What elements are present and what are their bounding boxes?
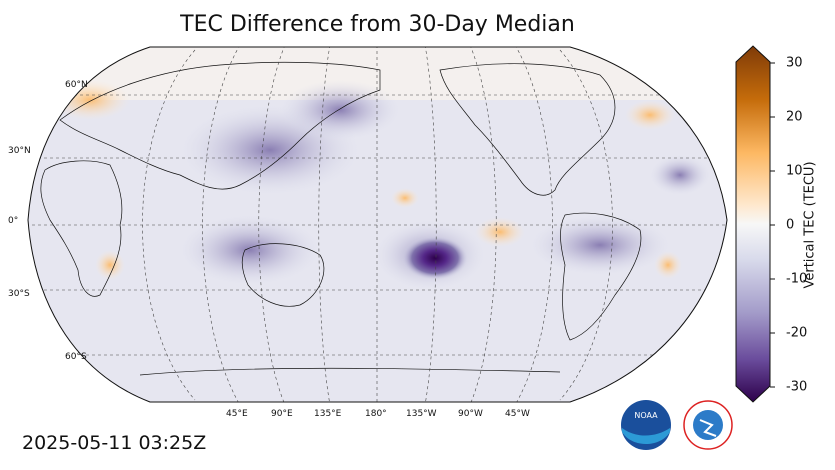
colorbar-tick-label: -10 [786, 271, 808, 287]
map-border [27, 46, 728, 403]
timestamp: 2025-05-11 03:25Z [22, 432, 207, 454]
noaa-logo: NOAA [621, 400, 671, 450]
colorbar-tick-label: 0 [786, 217, 795, 233]
colorbar-tick-label: -30 [786, 379, 808, 395]
noaa-logo-text: NOAA [634, 411, 658, 420]
coastlines [40, 61, 642, 376]
tec-field [28, 47, 727, 402]
colorbar-tick-label: 30 [786, 55, 803, 71]
colorbar [735, 45, 775, 403]
colorbar-tick-label: 10 [786, 163, 803, 179]
lon-label-45e: 45°E [226, 409, 248, 419]
lon-label-135w: 135°W [406, 409, 437, 419]
colorbar-body [735, 45, 771, 403]
lon-label-90w: 90°W [458, 409, 483, 419]
colorbar-tick-label: 20 [786, 109, 803, 125]
lat-label-60n: 60°N [65, 80, 88, 90]
colorbar-ticks [770, 62, 775, 388]
lon-label-180: 180° [365, 409, 387, 419]
lat-label-30s: 30°S [8, 289, 30, 299]
lat-label-0: 0° [8, 216, 19, 226]
colorbar-label: Vertical TEC (TECU) [802, 161, 818, 289]
lat-label-60s: 60°S [65, 352, 87, 362]
colorbar-tick-label: -20 [786, 325, 808, 341]
lon-label-90e: 90°E [271, 409, 293, 419]
nws-logo [683, 400, 733, 450]
lon-label-135e: 135°E [314, 409, 342, 419]
lon-label-45w: 45°W [505, 409, 530, 419]
lat-label-30n: 30°N [8, 146, 31, 156]
graticule [28, 47, 727, 402]
map-title: TEC Difference from 30-Day Median [180, 12, 575, 37]
